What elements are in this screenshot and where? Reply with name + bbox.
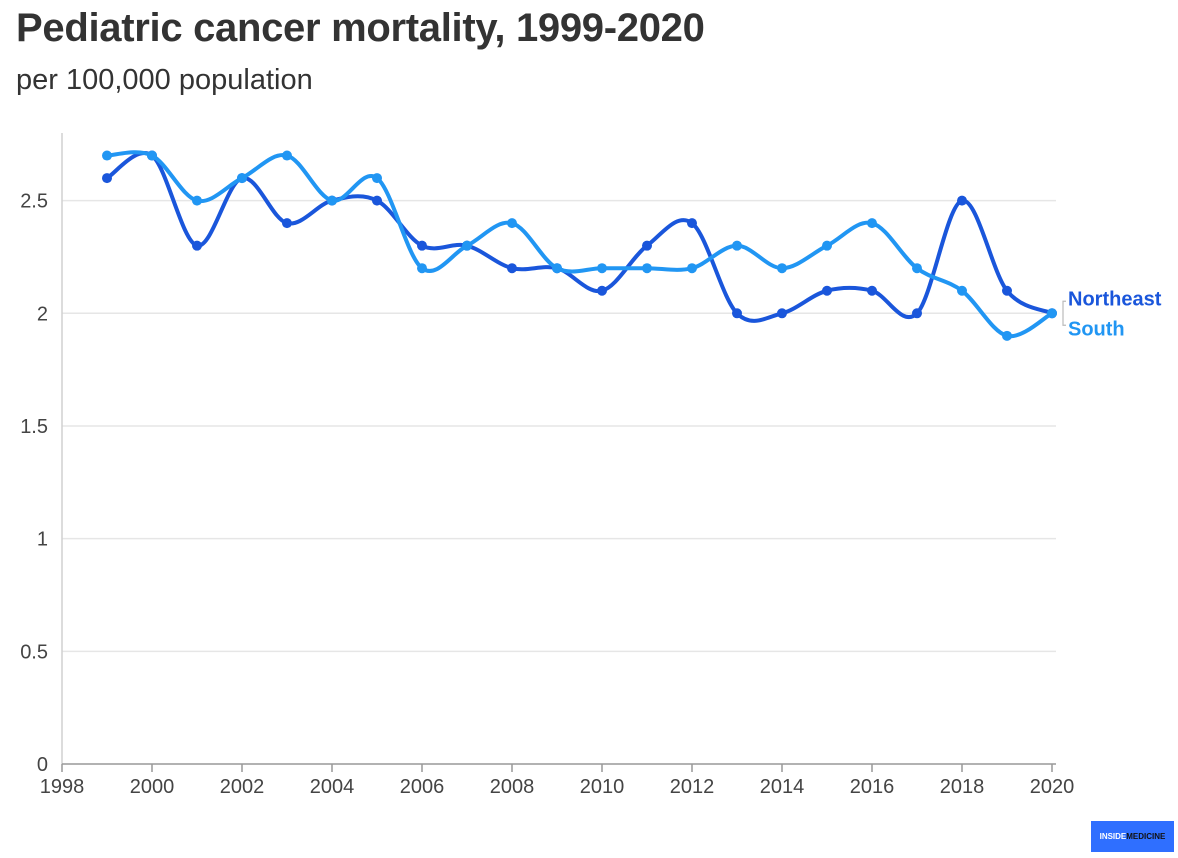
y-tick-label: 2.5 — [20, 191, 48, 213]
x-tick-label: 2008 — [490, 776, 535, 798]
y-tick-label: 0 — [37, 754, 48, 776]
series-line-northeast — [105, 151, 1054, 323]
point-northeast — [597, 285, 607, 296]
y-tick-label: 1.5 — [20, 416, 48, 438]
point-south — [417, 263, 427, 274]
y-tick-label: 0.5 — [20, 641, 48, 663]
point-south — [507, 218, 517, 229]
point-northeast — [192, 240, 202, 251]
point-south — [912, 263, 922, 274]
label-bracket — [1062, 300, 1066, 326]
x-tick-label: 2002 — [220, 776, 265, 798]
point-south — [147, 150, 157, 161]
point-northeast — [372, 195, 382, 206]
point-northeast — [687, 218, 697, 229]
chart-title: Pediatric cancer mortality, 1999-2020 — [16, 6, 705, 50]
point-northeast — [732, 308, 742, 319]
point-south — [1047, 308, 1057, 319]
series-labels: Northeast South — [1062, 288, 1162, 340]
point-northeast — [957, 195, 967, 206]
x-tick-label: 2004 — [310, 776, 355, 798]
point-south — [642, 263, 652, 274]
point-south — [777, 263, 787, 274]
point-south — [957, 285, 967, 296]
point-south — [822, 240, 832, 251]
point-northeast — [1002, 285, 1012, 296]
x-tick-label: 2010 — [580, 776, 625, 798]
point-south — [597, 263, 607, 274]
axes: 0 0.5 1 1.5 2 2.5 1998 2000 2002 2004 2006 2008 2010… — [20, 133, 1074, 798]
point-south — [462, 240, 472, 251]
x-tick-label: 2006 — [400, 776, 445, 798]
x-tick-label: 2016 — [850, 776, 895, 798]
point-northeast — [867, 285, 877, 296]
series-label-northeast: Northeast — [1068, 288, 1162, 310]
x-tick-label: 2014 — [760, 776, 805, 798]
inside-medicine-logo: INSIDE MEDICINE — [1091, 821, 1174, 852]
point-northeast — [822, 285, 832, 296]
series-label-south: South — [1068, 318, 1125, 340]
x-tick-label: 2018 — [940, 776, 985, 798]
logo-part-inside: INSIDE — [1099, 832, 1127, 841]
logo-part-medicine: MEDICINE — [1126, 832, 1166, 841]
series-line-south — [105, 150, 1054, 339]
point-northeast — [417, 240, 427, 251]
y-tick-label: 2 — [37, 303, 48, 325]
point-south — [102, 150, 112, 161]
point-northeast — [282, 218, 292, 229]
series-lines — [102, 150, 1057, 341]
point-south — [192, 195, 202, 206]
point-northeast — [912, 308, 922, 319]
x-tick-label: 2020 — [1030, 776, 1075, 798]
point-south — [237, 173, 247, 184]
point-south — [372, 173, 382, 184]
x-tick-label: 2012 — [670, 776, 715, 798]
x-tick-label: 2000 — [130, 776, 175, 798]
chart-subtitle: per 100,000 population — [16, 64, 313, 96]
point-south — [687, 263, 697, 274]
point-south — [552, 263, 562, 274]
point-northeast — [777, 308, 787, 319]
point-south — [867, 218, 877, 229]
point-south — [327, 195, 337, 206]
x-tick-label: 1998 — [40, 776, 85, 798]
point-south — [732, 240, 742, 251]
point-northeast — [642, 240, 652, 251]
y-tick-label: 1 — [37, 529, 48, 551]
point-south — [282, 150, 292, 161]
point-south — [1002, 330, 1012, 341]
point-northeast — [102, 173, 112, 184]
point-northeast — [507, 263, 517, 274]
